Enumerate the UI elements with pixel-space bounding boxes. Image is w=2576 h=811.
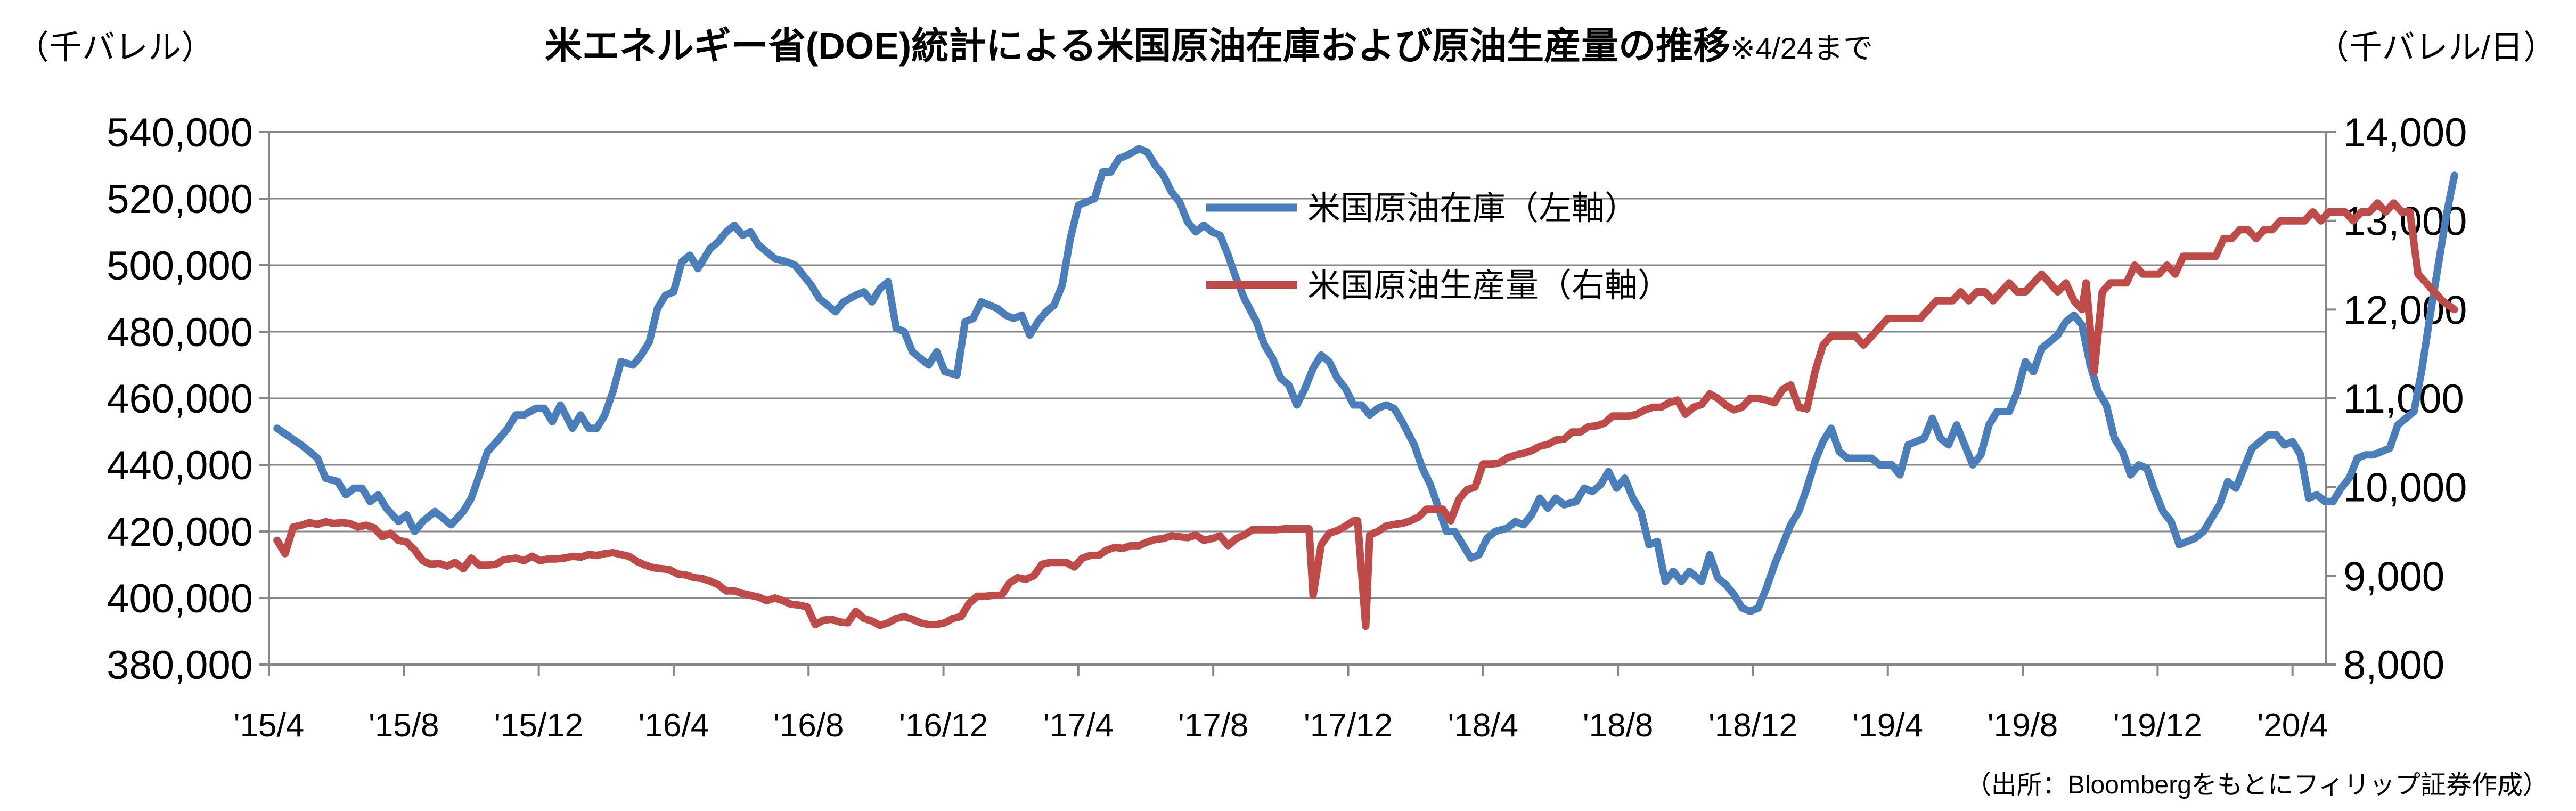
legend-label-inventory: 米国原油在庫（左軸） (1307, 190, 1638, 227)
right-tick-label: 12,000 (2343, 288, 2467, 333)
x-tick-label: '18/8 (1583, 707, 1654, 744)
right-tick-label: 8,000 (2343, 643, 2444, 688)
left-tick-label: 380,000 (107, 643, 253, 688)
x-tick-label: '15/8 (369, 707, 439, 744)
left-tick-label: 520,000 (107, 177, 253, 222)
right-tick-label: 9,000 (2343, 554, 2444, 599)
left-tick-label: 480,000 (107, 310, 253, 355)
left-tick-label: 460,000 (107, 376, 253, 422)
left-tick-label: 440,000 (107, 443, 253, 488)
left-tick-label: 400,000 (107, 576, 253, 621)
x-tick-label: '19/8 (1988, 707, 2058, 744)
left-axis-unit: （千バレル） (16, 29, 214, 66)
x-tick-label: '18/12 (1708, 707, 1797, 744)
x-tick-label: '20/4 (2257, 707, 2328, 744)
production-series-line (273, 199, 2458, 630)
series-layer (273, 145, 2458, 630)
left-tick-label: 540,000 (107, 110, 253, 155)
right-axis-unit: （千バレル/日） (2316, 29, 2556, 66)
x-tick-label: '15/12 (494, 707, 583, 744)
legend-label-production: 米国原油生産量（右軸） (1307, 267, 1671, 304)
x-axis: '15/4 '15/8 '15/12 '16/4 '16/8 '16/12 '17/4 '17… (234, 665, 2328, 744)
right-tick-label: 14,000 (2343, 110, 2467, 155)
x-tick-label: '17/12 (1304, 707, 1393, 744)
x-tick-label: '16/12 (899, 707, 988, 744)
chart-title-note: ※4/24まで (1730, 31, 1873, 65)
x-tick-label: '18/4 (1448, 707, 1519, 744)
x-tick-label: '19/12 (2113, 707, 2202, 744)
inventory-series-line (273, 145, 2458, 615)
legend: 米国原油在庫（左軸） 米国原油生産量（右軸） (1206, 190, 1671, 304)
source-note: （出所：Bloombergをもとにフィリップ証券作成） (1966, 771, 2548, 799)
right-tick-label: 10,000 (2343, 465, 2467, 511)
x-tick-label: '19/4 (1852, 707, 1923, 744)
x-tick-label: '16/8 (773, 707, 844, 744)
chart-title: 米エネルギー省(DOE)統計による米国原油在庫および原油生産量の推移※4/24ま… (545, 25, 1873, 67)
left-tick-label: 500,000 (107, 243, 253, 289)
x-tick-label: '15/4 (234, 707, 305, 744)
chart-title-main: 米エネルギー省(DOE)統計による米国原油在庫および原油生産量の推移 (545, 25, 1730, 67)
right-tick-label: 11,000 (2343, 376, 2464, 422)
left-y-axis: 380,000 400,000 420,000 440,000 460,000 480,0… (107, 110, 269, 688)
left-tick-label: 420,000 (107, 510, 253, 555)
x-tick-label: '16/4 (639, 707, 709, 744)
x-tick-label: '17/4 (1043, 707, 1114, 744)
x-tick-label: '17/8 (1178, 707, 1249, 744)
